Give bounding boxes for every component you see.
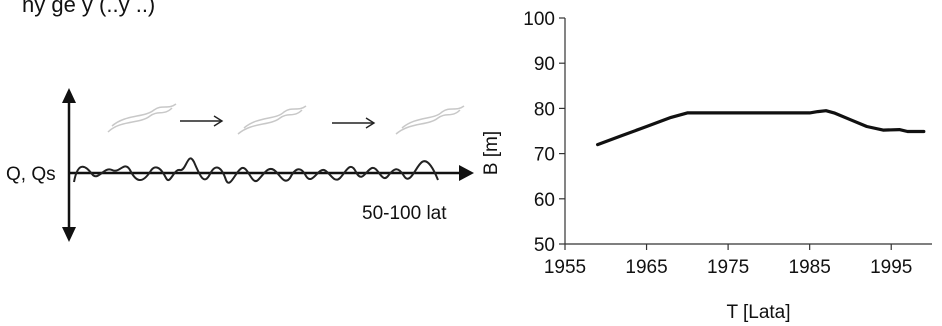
schematic-y-label: Q, Qs xyxy=(6,164,56,185)
arrow-down-icon xyxy=(62,227,76,242)
discharge-wave xyxy=(73,157,439,184)
y-tick-label: 100 xyxy=(523,9,555,30)
line-chart: 50 60 70 80 90 100 1955 1965 1975 1985 1995 B [m]… xyxy=(481,9,932,323)
y-ticks: 50 60 70 80 90 100 xyxy=(523,9,565,256)
flow-arrow-1-head xyxy=(213,115,224,127)
series-layer xyxy=(595,109,926,147)
flow-arrows xyxy=(180,115,376,129)
series-line-1 xyxy=(595,109,926,147)
arrow-right-icon xyxy=(459,165,474,181)
schematic-x-label: 50-100 lat xyxy=(362,203,447,224)
y-tick-label: 90 xyxy=(534,54,555,75)
x-tick-label: 1955 xyxy=(544,257,586,278)
y-tick-label: 50 xyxy=(534,235,555,256)
y-tick-label: 80 xyxy=(534,99,555,120)
y-axis-title: B [m] xyxy=(481,131,502,175)
flow-scribbles xyxy=(107,103,465,135)
y-tick-label: 70 xyxy=(534,145,555,166)
x-tick-label: 1965 xyxy=(625,257,667,278)
schematic-panel: Q, Qs 50-100 lat xyxy=(6,88,474,242)
x-axis-title: T [Lata] xyxy=(726,302,790,323)
x-tick-label: 1985 xyxy=(789,257,831,278)
y-tick-label: 60 xyxy=(534,190,555,211)
x-tick-label: 1975 xyxy=(707,257,749,278)
x-tick-label: 1995 xyxy=(870,257,912,278)
arrow-up-icon xyxy=(62,88,76,103)
x-ticks: 1955 1965 1975 1985 1995 xyxy=(544,244,912,278)
header-fragment: ny ge y (..y ..) xyxy=(22,0,155,17)
flow-arrow-2-head xyxy=(365,117,376,129)
